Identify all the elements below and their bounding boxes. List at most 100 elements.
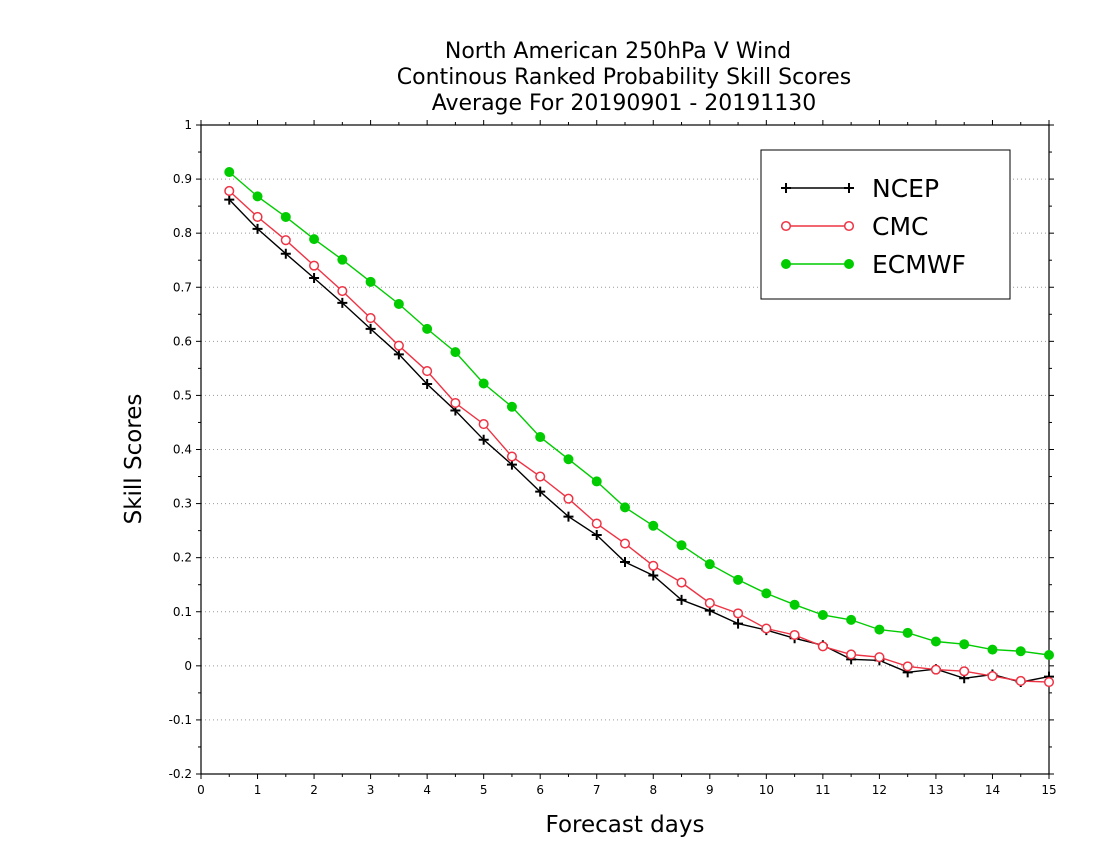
ecmwf-point — [506, 401, 517, 412]
x-tick-label: 11 — [815, 783, 830, 797]
x-tick-label: 6 — [536, 783, 544, 797]
cmc-point — [535, 471, 546, 482]
ecmwf-point — [648, 520, 659, 531]
cmc-point — [676, 577, 687, 588]
ncep-point — [535, 486, 546, 497]
ncep-point — [648, 570, 659, 581]
cmc-point — [591, 518, 602, 529]
cmc-point — [478, 419, 489, 430]
legend-cmc-marker — [780, 220, 792, 232]
y-tick-label: 0.8 — [173, 226, 192, 240]
ecmwf-point — [817, 609, 828, 620]
ncep-point — [620, 556, 630, 567]
y-tick-label: -0.1 — [169, 713, 192, 727]
cmc-point — [733, 608, 744, 619]
ecmwf-point — [224, 167, 235, 178]
legend-ecmwf-label: ECMWF — [872, 250, 966, 279]
ecmwf-point — [1044, 650, 1054, 661]
ncep-point — [337, 297, 348, 308]
title-line-2: Continous Ranked Probability Skill Score… — [397, 65, 851, 90]
cmc-point — [506, 451, 517, 462]
ecmwf-point — [1015, 646, 1026, 657]
ecmwf-point — [309, 234, 320, 245]
legend-ncep-marker — [844, 183, 854, 193]
ecmwf-point — [959, 639, 970, 650]
x-tick-label: 0 — [197, 783, 205, 797]
cmc-point — [450, 397, 461, 409]
ecmwf-point — [478, 378, 489, 389]
cmc-point — [817, 641, 828, 652]
ecmwf-point — [422, 323, 433, 334]
ecmwf-point — [987, 644, 998, 655]
cmc-point — [365, 313, 376, 324]
cmc-point — [280, 235, 291, 246]
y-tick-label: 0.7 — [173, 280, 192, 294]
y-tick-label: 0.3 — [173, 497, 192, 511]
ncep-point — [422, 379, 433, 390]
ncep-point — [733, 618, 744, 629]
ecmwf-point — [393, 299, 404, 310]
ecmwf-point — [930, 636, 941, 647]
ecmwf-point — [563, 454, 574, 465]
cmc-point — [224, 185, 235, 197]
cmc-point — [704, 598, 715, 609]
y-axis-label: Skill Scores — [121, 394, 147, 525]
cmc-point — [789, 629, 800, 641]
ecmwf-point — [902, 627, 913, 638]
chart-title: North American 250hPa V Wind Continous R… — [397, 39, 851, 116]
ecmwf-point — [535, 432, 546, 443]
legend-cmc-label: CMC — [872, 212, 928, 241]
x-tick-label: 14 — [985, 783, 1000, 797]
cmc-point — [309, 260, 320, 271]
ecmwf-point — [280, 211, 291, 222]
ncep-point — [563, 511, 574, 522]
series-lines — [224, 167, 1055, 688]
y-tick-label: 0.9 — [173, 172, 192, 186]
cmc-point — [1015, 675, 1026, 687]
cmc-point — [959, 666, 970, 677]
ncep-point — [393, 349, 404, 360]
legend-ecmwf-marker — [781, 259, 791, 269]
cmc-point — [874, 652, 885, 663]
x-tick-label: 9 — [706, 783, 714, 797]
legend-ncep-label: NCEP — [872, 174, 939, 203]
y-tick-label: 0.4 — [173, 443, 192, 457]
y-tick-label: 0 — [184, 659, 192, 673]
y-tick-label: 0.5 — [173, 388, 192, 402]
cmc-point — [252, 211, 263, 222]
legend-ecmwf-marker — [844, 259, 854, 269]
x-tick-label: 13 — [928, 783, 943, 797]
x-axis-label: Forecast days — [546, 812, 705, 838]
ecmwf-point — [761, 588, 772, 599]
legend-cmc-marker — [843, 220, 855, 232]
y-tick-label: 0.1 — [173, 605, 192, 619]
y-tick-label: 1 — [184, 118, 192, 132]
ecmwf-point — [620, 502, 630, 513]
x-tick-label: 5 — [480, 783, 488, 797]
ncep-point — [365, 323, 376, 334]
ecmwf-point — [733, 574, 744, 585]
cmc-point — [1043, 677, 1055, 688]
ncep-point — [676, 594, 687, 605]
ecmwf-point — [704, 559, 715, 570]
y-tick-label: -0.2 — [169, 767, 192, 781]
y-tick-label: 0.2 — [173, 551, 192, 565]
cmc-point — [337, 285, 348, 297]
ecmwf-point — [252, 191, 263, 202]
x-tick-label: 15 — [1041, 783, 1056, 797]
ncep-point — [478, 434, 489, 445]
x-tick-label: 2 — [310, 783, 318, 797]
cmc-point — [393, 340, 404, 351]
x-tick-label: 3 — [367, 783, 375, 797]
cmc-point — [761, 623, 772, 634]
cmc-point — [846, 649, 857, 660]
ecmwf-point — [450, 347, 461, 358]
ecmwf-point — [874, 624, 885, 635]
ecmwf-point — [789, 599, 800, 610]
title-line-3: Average For 20190901 - 20191130 — [432, 91, 817, 116]
cmc-point — [619, 538, 631, 549]
ecmwf-point — [591, 476, 602, 487]
cmc-point — [987, 671, 998, 682]
ecmwf-point — [365, 276, 376, 287]
